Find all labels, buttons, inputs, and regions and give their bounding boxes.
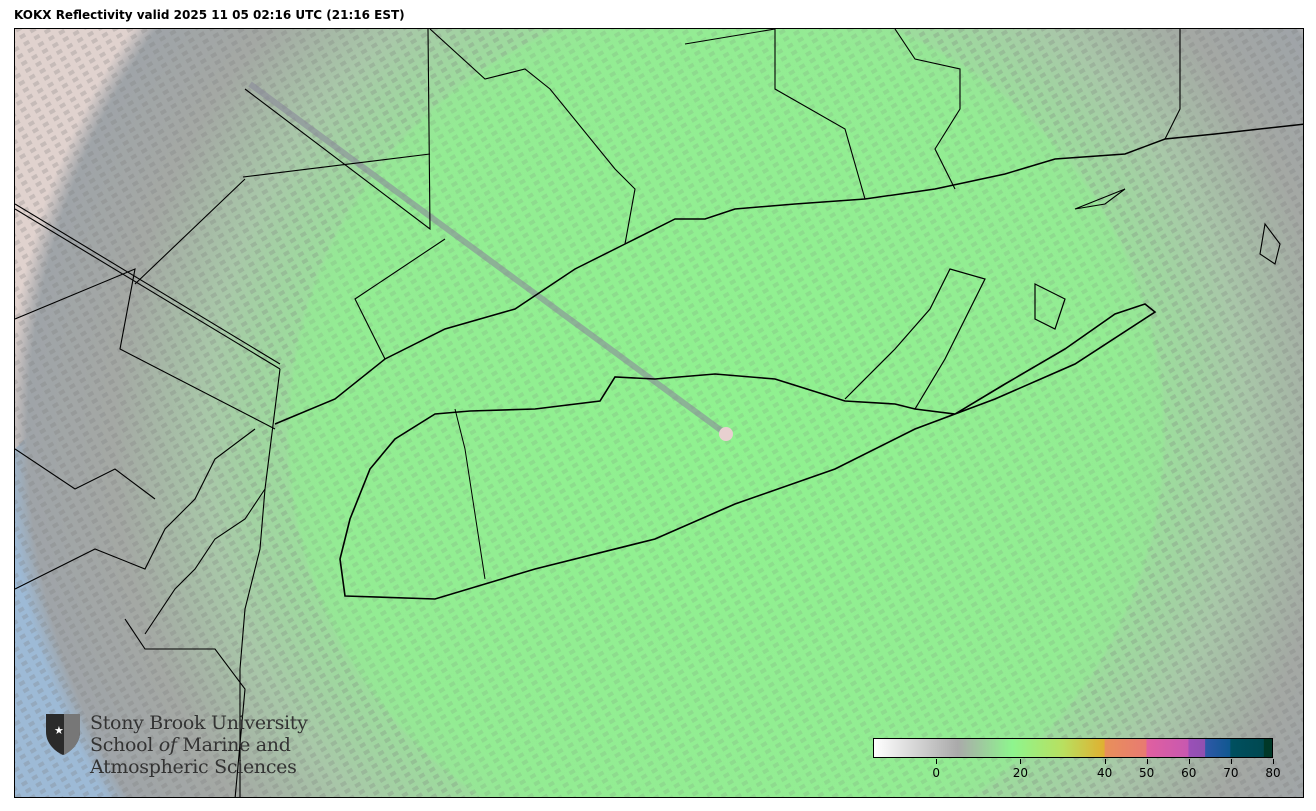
colorbar-tick <box>1273 759 1274 764</box>
logo-line-3: Atmospheric Sciences <box>90 756 297 778</box>
logo-line-2a: School <box>90 734 159 756</box>
colorbar-tick-label: 0 <box>932 766 940 780</box>
political-boundaries <box>15 29 1281 797</box>
radar-echo-inner <box>15 29 1303 797</box>
map-title: KOKX Reflectivity valid 2025 11 05 02:16… <box>14 8 405 22</box>
colorbar-tick <box>1020 759 1022 764</box>
colorbar-tick-label: 20 <box>1012 766 1028 780</box>
radar-map-canvas <box>15 29 1303 797</box>
colorbar-tick-label: 80 <box>1265 766 1281 780</box>
connecticut-coastline <box>274 123 1303 425</box>
colorbar-tick-label: 60 <box>1181 766 1197 780</box>
long-island-forks <box>844 268 1066 410</box>
nassau-suffolk-line <box>454 408 486 580</box>
radar-site-marker <box>719 427 733 441</box>
logo-line-2c: Marine and <box>176 734 291 756</box>
colorbar-tick <box>1146 759 1148 764</box>
beam-blockage-streak <box>248 81 728 437</box>
radar-map[interactable] <box>14 28 1304 798</box>
logo-line-2: School of Marine and <box>90 734 308 756</box>
reflectivity-colorbar <box>873 738 1273 758</box>
logo-line-1: Stony Brook University <box>90 712 308 734</box>
colorbar-tick <box>1230 759 1232 764</box>
colorbar-tick <box>936 759 938 764</box>
shield-star-icon: ★ <box>46 714 80 755</box>
colorbar-tick-label: 40 <box>1096 766 1113 780</box>
colorbar-tick-label: 50 <box>1139 766 1155 780</box>
colorbar-tick <box>1104 759 1106 764</box>
logo-line-2b: of <box>158 734 177 756</box>
colorbar-tick <box>1188 759 1190 764</box>
svg-text:★: ★ <box>54 724 64 737</box>
sbu-somas-logo: ★ Stony Brook University School of Marin… <box>44 712 308 778</box>
colorbar-tick-label: 70 <box>1223 766 1239 780</box>
